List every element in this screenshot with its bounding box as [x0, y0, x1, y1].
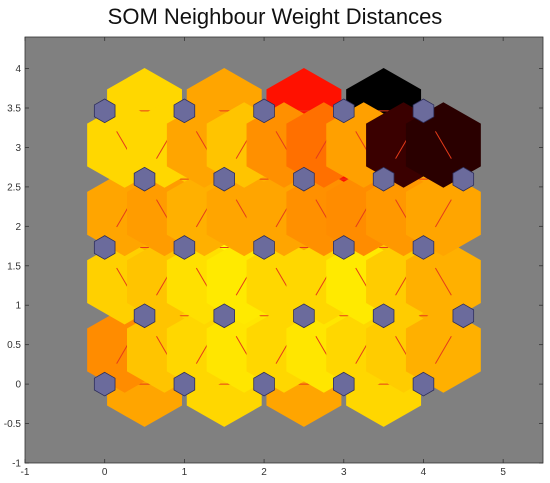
- neuron-19: [452, 166, 475, 192]
- neuron-4: [412, 371, 435, 397]
- neuron-23: [333, 98, 355, 124]
- chart-title: SOM Neighbour Weight Distances: [107, 4, 443, 29]
- neuron-9: [452, 303, 475, 329]
- neuron-11: [173, 235, 196, 260]
- link-line-d-26: [434, 199, 452, 228]
- x-tick-label-0: -1: [21, 467, 30, 478]
- neuron-1: [173, 371, 196, 397]
- y-tick-label-4: 1: [15, 301, 21, 312]
- neuron-6: [213, 303, 235, 329]
- y-tick-label-0: -1: [12, 459, 21, 470]
- neuron-layer: [93, 98, 475, 397]
- link-layer: [87, 68, 481, 427]
- neuron-2: [253, 371, 275, 397]
- y-tick-label-7: 2.5: [7, 182, 21, 193]
- y-tick-label-3: 0.5: [7, 340, 21, 351]
- neuron-13: [333, 235, 355, 260]
- neuron-22: [253, 98, 275, 124]
- neuron-21: [173, 98, 196, 124]
- y-tick-label-5: 1.5: [7, 261, 21, 272]
- y-tick-label-10: 4: [15, 64, 21, 75]
- link-line-d-35: [434, 131, 452, 159]
- neuron-18: [372, 166, 395, 192]
- neuron-5: [133, 303, 156, 329]
- neuron-3: [333, 371, 355, 397]
- x-tick-label-6: 5: [500, 467, 506, 478]
- link-line-d-8: [434, 336, 452, 364]
- neuron-17: [293, 166, 315, 192]
- neuron-7: [293, 303, 315, 329]
- neuron-0: [93, 371, 116, 397]
- neuron-12: [253, 235, 275, 260]
- x-tick-label-5: 4: [421, 467, 427, 478]
- x-tick-label-2: 1: [182, 467, 188, 478]
- neuron-20: [93, 98, 116, 124]
- link-line-d-17: [434, 267, 452, 296]
- neuron-15: [133, 166, 156, 192]
- x-tick-label-3: 2: [261, 467, 267, 478]
- neuron-8: [372, 303, 395, 329]
- neuron-14: [412, 235, 435, 260]
- neuron-16: [213, 166, 235, 192]
- x-tick-label-1: 0: [102, 467, 108, 478]
- y-tick-label-6: 2: [15, 222, 21, 233]
- y-tick-label-8: 3: [15, 143, 21, 154]
- tick-layer: -1 0 1 2 3 4 5 -1 -0.5 0 0.5 1 1.5 2 2.5 3 3.5 4: [4, 37, 543, 478]
- neuron-10: [93, 235, 116, 260]
- neuron-24: [412, 98, 435, 124]
- x-tick-label-4: 3: [341, 467, 347, 478]
- y-tick-label-9: 3.5: [7, 104, 21, 115]
- y-tick-label-1: -0.5: [4, 419, 22, 430]
- y-tick-label-2: 0: [15, 380, 21, 391]
